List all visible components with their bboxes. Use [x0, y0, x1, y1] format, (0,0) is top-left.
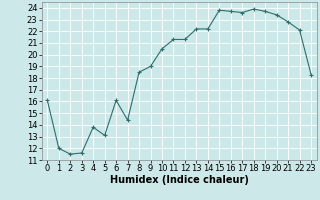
X-axis label: Humidex (Indice chaleur): Humidex (Indice chaleur) [110, 175, 249, 185]
